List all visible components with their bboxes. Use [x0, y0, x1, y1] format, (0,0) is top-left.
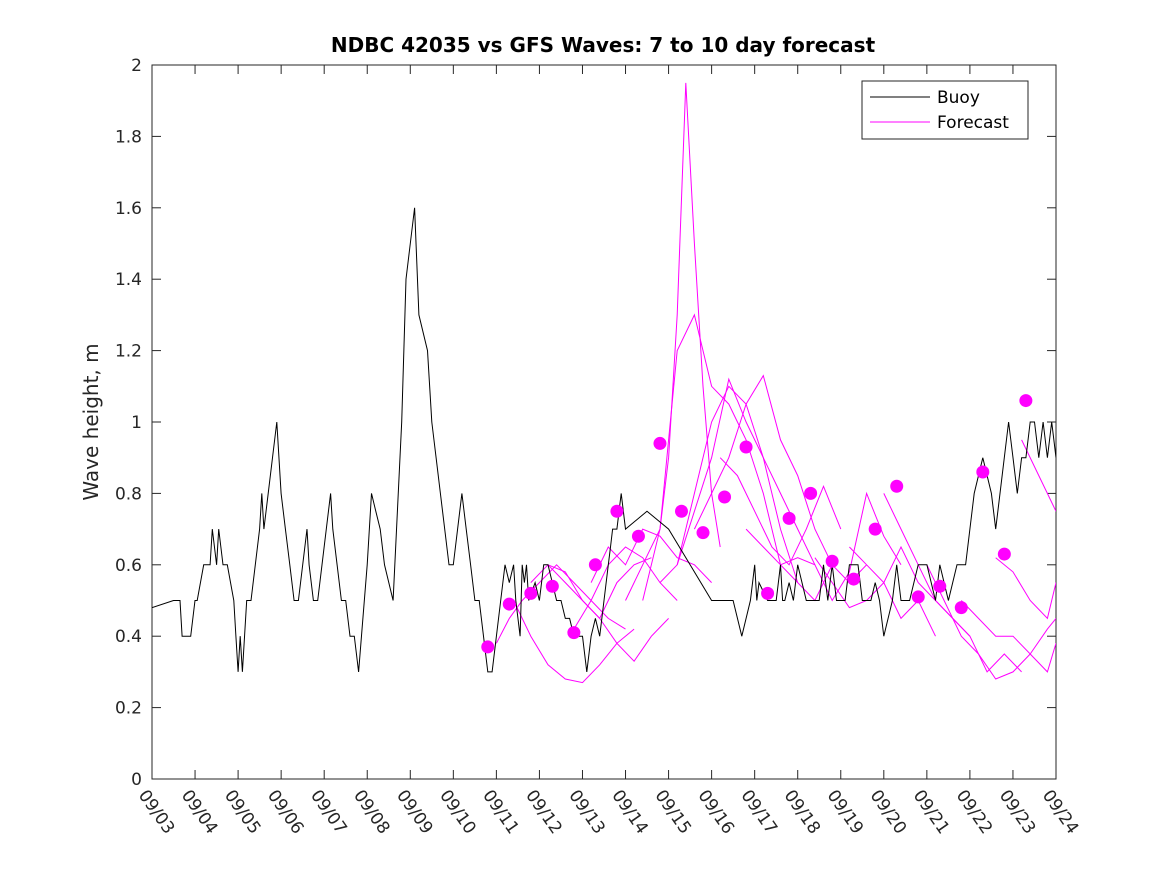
- forecast-marker: [782, 511, 796, 525]
- forecast-marker: [739, 440, 753, 454]
- legend: Buoy Forecast: [861, 80, 1029, 140]
- forecast-line: [513, 600, 635, 684]
- buoy-line: [152, 207, 1056, 673]
- y-tick-label: 0.4: [115, 627, 142, 647]
- forecast-marker: [610, 504, 624, 518]
- forecast-marker: [911, 590, 925, 604]
- legend-buoy-label: Buoy: [937, 88, 980, 108]
- y-axis-label: Wave height, m: [79, 343, 103, 500]
- y-tick-label: 1.4: [115, 270, 142, 290]
- forecast-line: [590, 528, 712, 583]
- forecast-marker: [567, 626, 581, 640]
- chart-title: NDBC 42035 vs GFS Waves: 7 to 10 day for…: [331, 33, 876, 57]
- data-layer: [152, 82, 1056, 684]
- y-tick-label: 0.2: [115, 699, 142, 719]
- forecast-marker: [1019, 394, 1033, 408]
- forecast-marker: [890, 479, 904, 493]
- forecast-marker: [825, 554, 839, 568]
- legend-forecast-label: Forecast: [937, 113, 1009, 133]
- y-tick-label: 1: [131, 413, 142, 433]
- forecast-marker: [631, 529, 645, 543]
- forecast-marker: [481, 640, 495, 654]
- plot-area: 00.20.40.60.811.21.41.61.8209/0309/0409/…: [115, 56, 1082, 838]
- y-tick-label: 0.8: [115, 484, 142, 504]
- forecast-line: [547, 564, 669, 662]
- forecast-line: [642, 313, 781, 601]
- forecast-marker: [933, 579, 947, 593]
- forecast-marker: [761, 586, 775, 600]
- forecast-marker: [718, 490, 732, 504]
- forecast-marker: [588, 558, 602, 572]
- forecast-marker: [674, 504, 688, 518]
- forecast-marker: [696, 526, 710, 540]
- forecast-marker: [502, 597, 516, 611]
- forecast-line: [745, 528, 867, 602]
- y-tick-label: 0: [131, 770, 142, 790]
- forecast-line: [719, 457, 842, 566]
- forecast-marker: [653, 436, 667, 450]
- forecast-marker: [954, 601, 968, 615]
- y-tick-label: 1.8: [115, 127, 142, 147]
- y-tick-label: 0.6: [115, 556, 142, 576]
- y-tick-label: 2: [131, 56, 142, 76]
- forecast-marker: [545, 579, 559, 593]
- forecast-marker: [997, 547, 1011, 561]
- forecast-line: [1021, 439, 1056, 512]
- forecast-line: [693, 374, 833, 566]
- forecast-line: [995, 557, 1056, 620]
- y-tick-label: 1.2: [115, 342, 142, 362]
- forecast-marker: [847, 572, 861, 586]
- forecast-marker: [976, 465, 990, 479]
- forecast-marker: [868, 522, 882, 536]
- forecast-line: [659, 385, 799, 583]
- forecast-marker: [804, 486, 818, 500]
- y-tick-label: 1.6: [115, 199, 142, 219]
- forecast-line: [926, 564, 1056, 680]
- axes-box: [151, 64, 1057, 780]
- legend-box: [861, 80, 1029, 140]
- forecast-marker: [524, 586, 538, 600]
- forecast-line: [960, 600, 1056, 655]
